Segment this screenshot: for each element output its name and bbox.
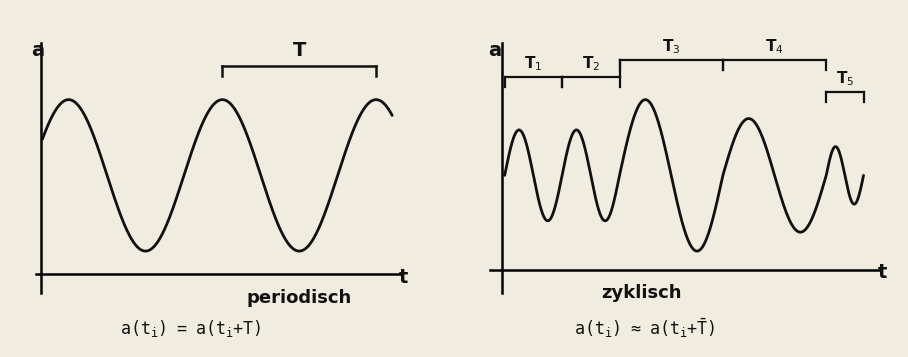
Text: periodisch: periodisch xyxy=(247,289,352,307)
Text: t: t xyxy=(878,263,887,282)
Text: a: a xyxy=(32,41,44,60)
Text: $\mathtt{a(t_i)\ =\ a(t_i{+}T)}$: $\mathtt{a(t_i)\ =\ a(t_i{+}T)}$ xyxy=(120,318,262,339)
Text: T$_5$: T$_5$ xyxy=(835,70,854,88)
Text: T$_4$: T$_4$ xyxy=(765,38,784,56)
Text: t: t xyxy=(399,268,408,287)
Text: $\mathtt{a(t_i)\ \approx\ a(t_i{+}\bar{T})}$: $\mathtt{a(t_i)\ \approx\ a(t_i{+}\bar{T… xyxy=(574,317,716,340)
Text: T: T xyxy=(292,41,306,60)
Text: a: a xyxy=(488,41,501,60)
Text: zyklisch: zyklisch xyxy=(601,284,681,302)
Text: T$_1$: T$_1$ xyxy=(524,54,542,73)
Text: T$_3$: T$_3$ xyxy=(662,38,680,56)
Text: T$_2$: T$_2$ xyxy=(582,54,600,73)
